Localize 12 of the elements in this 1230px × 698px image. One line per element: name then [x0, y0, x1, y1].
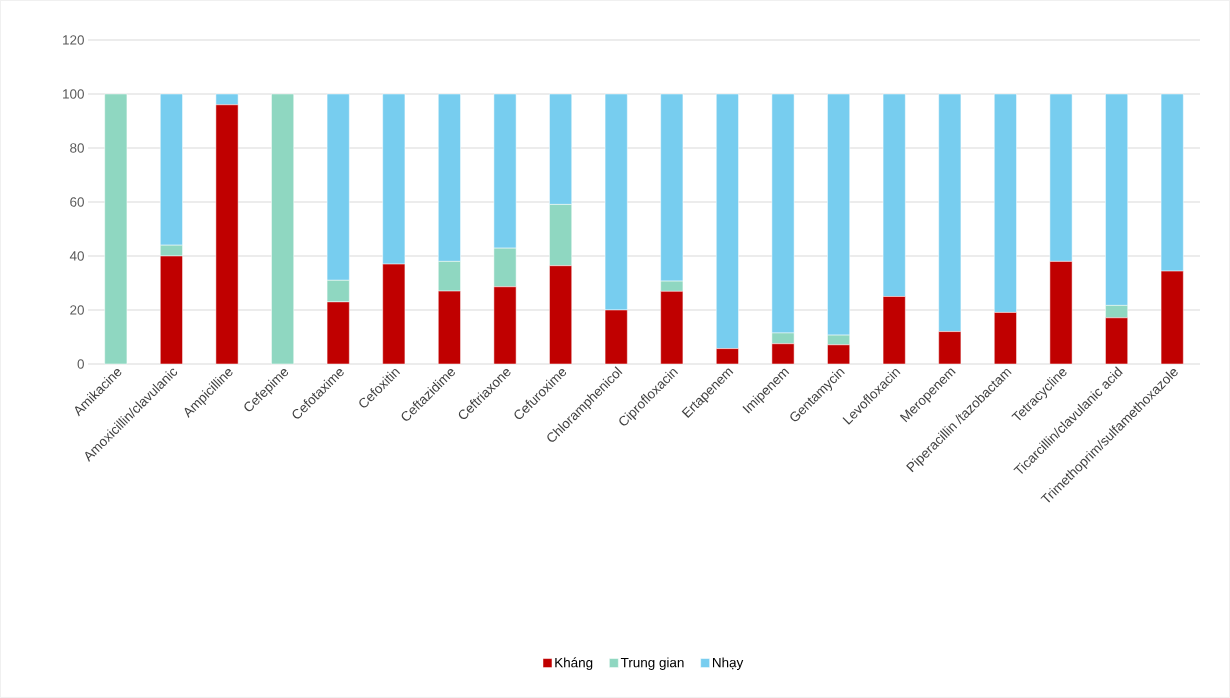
y-tick-label: 0	[77, 359, 84, 369]
legend-label: Nhạy	[712, 657, 744, 670]
y-tick-label: 100	[63, 89, 84, 99]
y-tick-label: 120	[63, 35, 84, 45]
legend-label: Trung gian	[620, 657, 684, 670]
legend-label: Kháng	[555, 657, 593, 671]
y-tick-label: 60	[70, 197, 84, 207]
y-tick-label: 80	[70, 143, 84, 153]
y-tick-label: 40	[69, 251, 84, 261]
bar	[104, 93, 128, 365]
y-tick-label: 20	[70, 305, 84, 315]
bar	[271, 93, 294, 365]
